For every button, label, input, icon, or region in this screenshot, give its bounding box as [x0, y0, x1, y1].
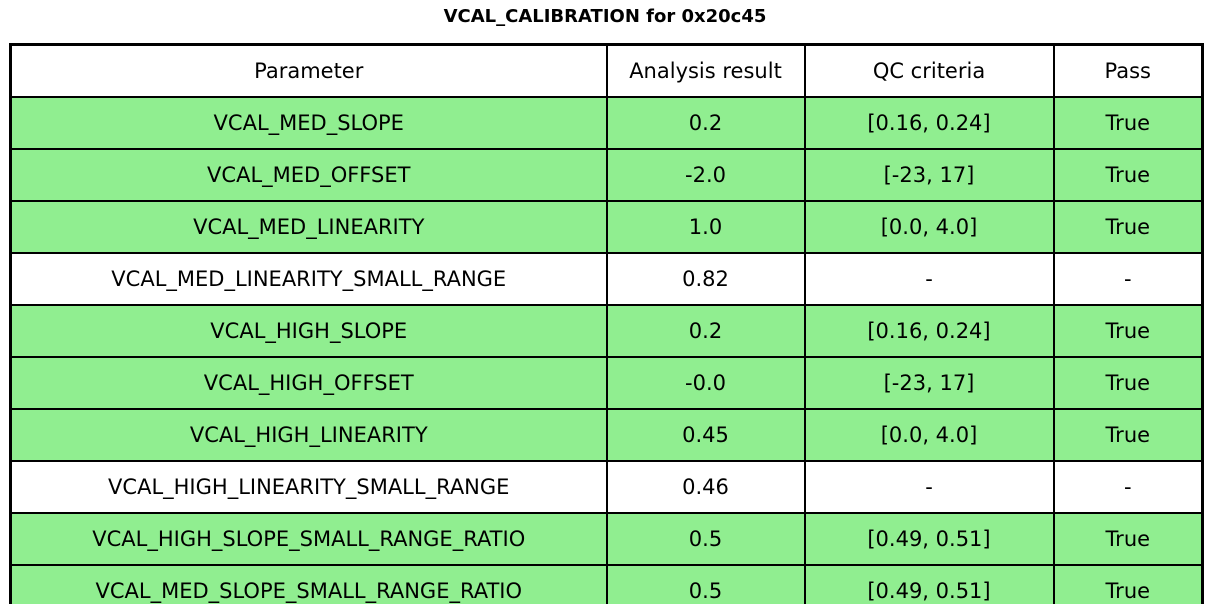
pass-cell: True	[1052, 148, 1204, 202]
parameter-cell: VCAL_MED_SLOPE_SMALL_RANGE_RATIO	[9, 564, 608, 604]
analysis-result-cell: 0.82	[605, 252, 806, 306]
column-header-parameter: Parameter	[9, 43, 608, 98]
table-row: VCAL_HIGH_OFFSET -0.0 [-23, 17] True	[9, 356, 1204, 410]
qc-criteria-cell: [0.0, 4.0]	[803, 408, 1055, 462]
table-row: VCAL_HIGH_SLOPE_SMALL_RANGE_RATIO 0.5 [0.4…	[9, 512, 1204, 566]
chart-title: VCAL_CALIBRATION for 0x20c45	[443, 6, 767, 27]
table-row: VCAL_HIGH_LINEARITY 0.45 [0.0, 4.0] True	[9, 408, 1204, 462]
pass-cell: True	[1052, 356, 1204, 410]
analysis-result-cell: -2.0	[605, 148, 806, 202]
pass-cell: True	[1052, 564, 1204, 604]
parameter-cell: VCAL_HIGH_LINEARITY_SMALL_RANGE	[9, 460, 608, 514]
pass-cell: True	[1052, 408, 1204, 462]
qc-table: Parameter Analysis result QC criteria Pass …	[9, 43, 1204, 604]
pass-cell: True	[1052, 96, 1204, 150]
qc-criteria-cell: [-23, 17]	[803, 148, 1055, 202]
pass-cell: -	[1052, 252, 1204, 306]
analysis-result-cell: 0.2	[605, 304, 806, 358]
parameter-cell: VCAL_HIGH_LINEARITY	[9, 408, 608, 462]
table-row: VCAL_MED_OFFSET -2.0 [-23, 17] True	[9, 148, 1204, 202]
analysis-result-cell: 0.2	[605, 96, 806, 150]
table-row: VCAL_MED_SLOPE_SMALL_RANGE_RATIO 0.5 [0.49…	[9, 564, 1204, 604]
table-row: VCAL_MED_LINEARITY 1.0 [0.0, 4.0] True	[9, 200, 1204, 254]
qc-criteria-cell: [0.16, 0.24]	[803, 96, 1055, 150]
column-header-pass: Pass	[1052, 43, 1204, 98]
qc-criteria-cell: -	[803, 252, 1055, 306]
parameter-cell: VCAL_HIGH_SLOPE_SMALL_RANGE_RATIO	[9, 512, 608, 566]
parameter-cell: VCAL_HIGH_SLOPE	[9, 304, 608, 358]
table-header-row: Parameter Analysis result QC criteria Pass	[9, 43, 1204, 98]
analysis-result-cell: 0.45	[605, 408, 806, 462]
parameter-cell: VCAL_MED_LINEARITY	[9, 200, 608, 254]
table-row: VCAL_HIGH_SLOPE 0.2 [0.16, 0.24] True	[9, 304, 1204, 358]
analysis-result-cell: 0.46	[605, 460, 806, 514]
analysis-result-cell: -0.0	[605, 356, 806, 410]
parameter-cell: VCAL_HIGH_OFFSET	[9, 356, 608, 410]
table-row: VCAL_MED_LINEARITY_SMALL_RANGE 0.82- -	[9, 252, 1204, 306]
column-header-qc-criteria: QC criteria	[803, 43, 1055, 98]
table-body: VCAL_MED_SLOPE 0.2 [0.16, 0.24] True VCAL_ME…	[9, 96, 1204, 604]
parameter-cell: VCAL_MED_OFFSET	[9, 148, 608, 202]
qc-criteria-cell: [0.49, 0.51]	[803, 512, 1055, 566]
parameter-cell: VCAL_MED_LINEARITY_SMALL_RANGE	[9, 252, 608, 306]
pass-cell: True	[1052, 304, 1204, 358]
qc-criteria-cell: [0.0, 4.0]	[803, 200, 1055, 254]
qc-criteria-cell: [0.49, 0.51]	[803, 564, 1055, 604]
parameter-cell: VCAL_MED_SLOPE	[9, 96, 608, 150]
table-row: VCAL_HIGH_LINEARITY_SMALL_RANGE 0.46- -	[9, 460, 1204, 514]
pass-cell: True	[1052, 200, 1204, 254]
pass-cell: -	[1052, 460, 1204, 514]
analysis-result-cell: 0.5	[605, 564, 806, 604]
qc-criteria-cell: [0.16, 0.24]	[803, 304, 1055, 358]
table-row: VCAL_MED_SLOPE 0.2 [0.16, 0.24] True	[9, 96, 1204, 150]
qc-criteria-cell: [-23, 17]	[803, 356, 1055, 410]
analysis-result-cell: 0.5	[605, 512, 806, 566]
pass-cell: True	[1052, 512, 1204, 566]
column-header-analysis-result: Analysis result	[605, 43, 806, 98]
analysis-result-cell: 1.0	[605, 200, 806, 254]
qc-criteria-cell: -	[803, 460, 1055, 514]
